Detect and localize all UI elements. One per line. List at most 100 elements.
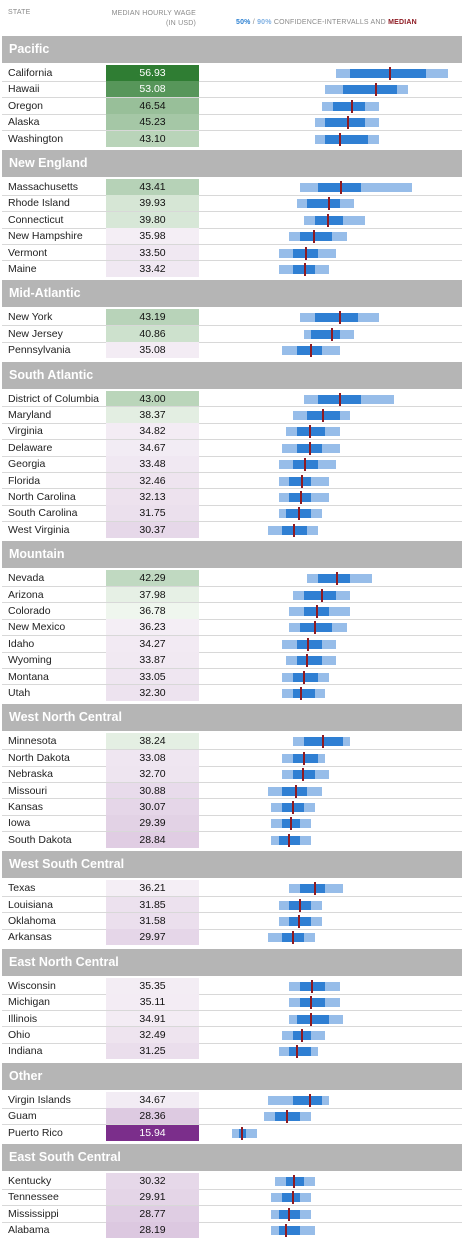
median-marker (298, 507, 301, 521)
median-marker (300, 474, 303, 488)
table-row: South Dakota 28.84 (2, 831, 462, 848)
table-row: Kansas 30.07 (2, 799, 462, 816)
median-marker (313, 230, 316, 244)
median-marker (296, 1045, 299, 1059)
state-name: Washington (8, 132, 64, 145)
median-wage-cell: 32.46 (106, 472, 199, 489)
median-wage-cell: 34.67 (106, 1091, 199, 1108)
median-wage-cell: 34.67 (106, 439, 199, 456)
median-marker (320, 588, 323, 602)
region-header: East South Central (2, 1144, 462, 1171)
median-wage-cell: 29.97 (106, 929, 199, 946)
state-name: Massachusetts (8, 181, 79, 193)
wage-column-label: MEDIAN HOURLY WAGE (IN USD) (100, 9, 196, 29)
table-row: Pennsylvania 35.08 (2, 342, 462, 359)
row-divider (2, 1010, 462, 1012)
row-divider (2, 504, 462, 506)
state-name: Ohio (8, 1029, 31, 1041)
median-wage-cell: 43.41 (106, 179, 199, 195)
table-row: Puerto Rico 15.94 (2, 1124, 462, 1141)
ci-50-bar (282, 786, 308, 796)
table-row: Nebraska 32.70 (2, 766, 462, 784)
state-name: New York (8, 311, 53, 324)
row-divider (2, 244, 462, 246)
state-name: New Hampshire (8, 230, 83, 243)
median-wage-cell: 28.84 (106, 831, 199, 848)
state-name: Georgia (8, 458, 46, 471)
ci-50-label: 50% (236, 19, 251, 26)
row-divider (2, 586, 462, 588)
table-row: Arizona 37.98 (2, 586, 462, 604)
ci-50-bar (292, 753, 319, 763)
median-marker (300, 1029, 303, 1042)
table-row: Oklahoma 31.58 (2, 913, 462, 930)
row-divider (2, 439, 462, 441)
ci-50-bar (314, 313, 358, 323)
median-wage-cell: 35.98 (106, 228, 199, 245)
state-name: Connecticut (8, 213, 64, 226)
table-row: North Carolina 32.13 (2, 489, 462, 506)
row-divider (2, 831, 462, 833)
row-divider (2, 993, 462, 995)
median-marker (336, 572, 339, 586)
median-wage-cell: 31.85 (106, 896, 199, 913)
median-wage-cell: 28.77 (106, 1205, 199, 1222)
median-wage-cell: 31.25 (106, 1043, 199, 1060)
state-name: Oklahoma (8, 915, 56, 927)
median-marker (307, 637, 310, 651)
ci-50-bar (318, 574, 351, 584)
median-marker (291, 931, 294, 945)
table-row: Iowa 29.39 (2, 815, 462, 833)
ci-50-bar (292, 689, 315, 698)
median-wage-cell: 33.08 (106, 749, 199, 766)
wage-column-label-line2: (IN USD) (166, 20, 196, 27)
median-marker (289, 817, 292, 831)
state-name: Idaho (8, 637, 35, 650)
median-wage-cell: 30.32 (106, 1173, 199, 1189)
table-row: Massachusetts 43.41 (2, 179, 462, 196)
table-row: Alaska 45.23 (2, 114, 462, 132)
median-wage-cell: 34.91 (106, 1010, 199, 1027)
median-marker (304, 458, 307, 472)
median-marker (298, 898, 301, 912)
row-divider (2, 814, 462, 816)
median-wage-cell: 32.13 (106, 489, 199, 505)
median-marker (293, 1175, 296, 1188)
state-name: Mississippi (8, 1207, 59, 1220)
median-wage-cell: 35.35 (106, 977, 199, 994)
state-name: Wisconsin (8, 979, 56, 992)
row-divider (2, 325, 462, 327)
median-marker (302, 670, 305, 684)
ci-50-bar (278, 1226, 301, 1236)
median-marker (346, 116, 349, 130)
table-row: Wisconsin 35.35 (2, 977, 462, 995)
table-row: Connecticut 39.80 (2, 211, 462, 229)
ci-column-label: 50% / 90% CONFIDENCE-INTERVALLS AND MEDI… (236, 19, 417, 26)
state-name: Oregon (8, 99, 44, 112)
median-marker (303, 751, 305, 765)
table-row: Louisiana 31.85 (2, 896, 462, 914)
state-name: West Virginia (8, 523, 70, 536)
state-name: Arkansas (8, 931, 52, 944)
row-divider (2, 1107, 462, 1109)
row-divider (2, 651, 462, 653)
table-row: Florida 32.46 (2, 472, 462, 490)
table-row: New Jersey 40.86 (2, 325, 462, 343)
table-row: New York 43.19 (2, 309, 462, 327)
state-name: Virgin Islands (8, 1093, 71, 1106)
ci-50-bar (325, 134, 369, 144)
median-marker (374, 83, 377, 97)
ci-50-bar (289, 476, 311, 486)
table-row: South Carolina 31.75 (2, 505, 462, 523)
row-divider (2, 422, 462, 424)
median-wage-cell: 45.23 (106, 114, 199, 131)
median-marker (340, 181, 343, 194)
median-wage-cell: 34.82 (106, 423, 199, 440)
median-wage-cell: 43.00 (106, 390, 199, 407)
state-name: Minnesota (8, 735, 57, 748)
median-wage-cell: 34.27 (106, 635, 199, 652)
median-label: MEDIAN (388, 19, 417, 26)
table-row: New Mexico 36.23 (2, 619, 462, 637)
ci-50-bar (289, 917, 311, 926)
state-name: South Dakota (8, 833, 72, 846)
